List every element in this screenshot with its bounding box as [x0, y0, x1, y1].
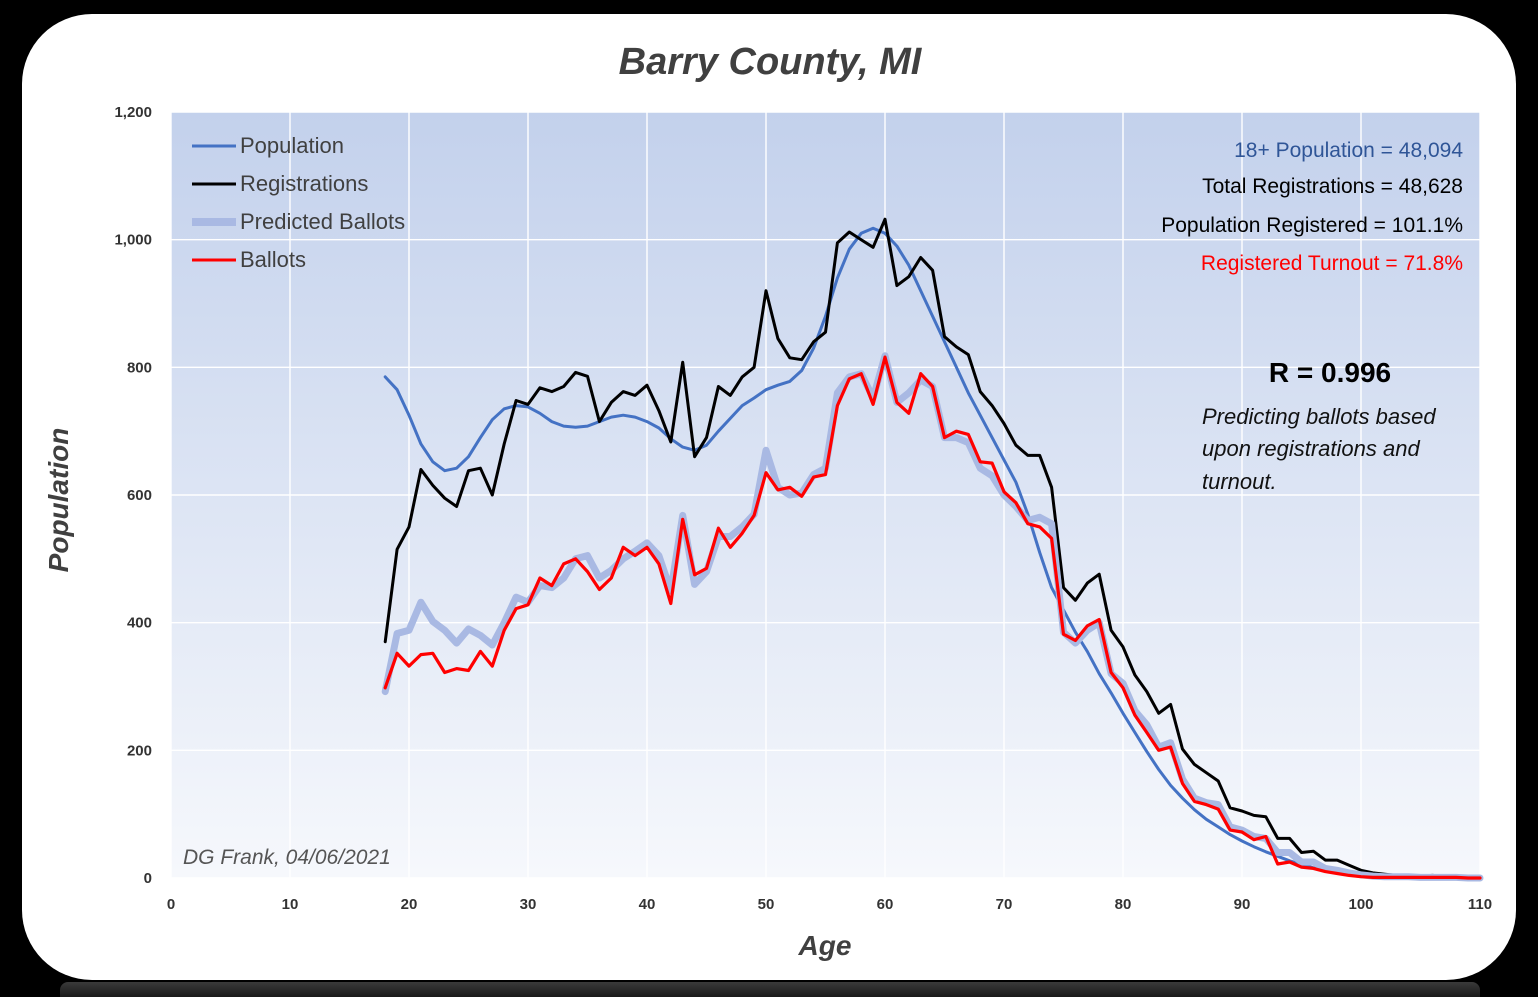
note-line-2: upon registrations and — [1202, 436, 1420, 461]
registrations-line — [383, 217, 1482, 879]
stat-turnout: Registered Turnout = 71.8% — [1201, 252, 1463, 275]
legend-label-population: Population — [240, 133, 344, 158]
stat-population: 18+ Population = 48,094 — [1234, 139, 1463, 162]
r-value: R = 0.996 — [1269, 357, 1391, 388]
note-line-3: turnout. — [1202, 469, 1277, 494]
chart-title: Barry County, MI — [619, 41, 923, 83]
credit-text: DG Frank, 04/06/2021 — [183, 846, 391, 869]
y-tick-label: 600 — [127, 487, 152, 504]
x-tick-label: 80 — [1115, 896, 1132, 913]
x-tick-labels: 0 10 20 30 40 50 60 70 80 90 100 110 — [167, 896, 1492, 913]
legend-item-registrations: Registrations — [192, 171, 368, 196]
stats-block: 18+ Population = 48,094 Total Registrati… — [1161, 139, 1463, 275]
note-line-1: Predicting ballots based — [1202, 404, 1436, 429]
x-tick-label: 0 — [167, 896, 175, 913]
x-tick-label: 60 — [877, 896, 894, 913]
x-tick-label: 90 — [1234, 896, 1251, 913]
y-axis-title: Population — [43, 428, 74, 573]
stat-registrations: Total Registrations = 48,628 — [1202, 175, 1463, 198]
y-tick-label: 0 — [144, 870, 152, 887]
x-tick-label: 110 — [1468, 896, 1492, 913]
legend-label-predicted-ballots: Predicted Ballots — [240, 209, 405, 234]
ballots-line — [383, 355, 1482, 880]
x-axis-title: Age — [798, 930, 852, 961]
legend-label-registrations: Registrations — [240, 171, 368, 196]
x-tick-label: 70 — [996, 896, 1013, 913]
x-tick-label: 100 — [1348, 896, 1373, 913]
x-tick-label: 30 — [520, 896, 537, 913]
grid-lines — [170, 111, 1481, 879]
x-tick-label: 20 — [401, 896, 418, 913]
card-shadow — [60, 982, 1480, 997]
series-lines — [381, 217, 1484, 882]
y-tick-label: 800 — [127, 359, 152, 376]
stat-registered: Population Registered = 101.1% — [1161, 214, 1463, 237]
population-line — [383, 226, 1482, 880]
legend-item-ballots: Ballots — [192, 247, 306, 272]
y-tick-label: 400 — [127, 615, 152, 632]
legend-item-predicted-ballots: Predicted Ballots — [192, 209, 405, 234]
y-tick-label: 1,000 — [114, 232, 152, 249]
x-tick-label: 40 — [639, 896, 656, 913]
y-tick-labels: 0 200 400 600 800 1,000 1,200 — [114, 104, 152, 887]
legend: Population Registrations Predicted Ballo… — [192, 133, 405, 272]
x-tick-label: 50 — [758, 896, 775, 913]
y-tick-label: 1,200 — [114, 104, 152, 121]
legend-item-population: Population — [192, 133, 344, 158]
x-tick-label: 10 — [282, 896, 299, 913]
legend-label-ballots: Ballots — [240, 247, 306, 272]
y-tick-label: 200 — [127, 742, 152, 759]
